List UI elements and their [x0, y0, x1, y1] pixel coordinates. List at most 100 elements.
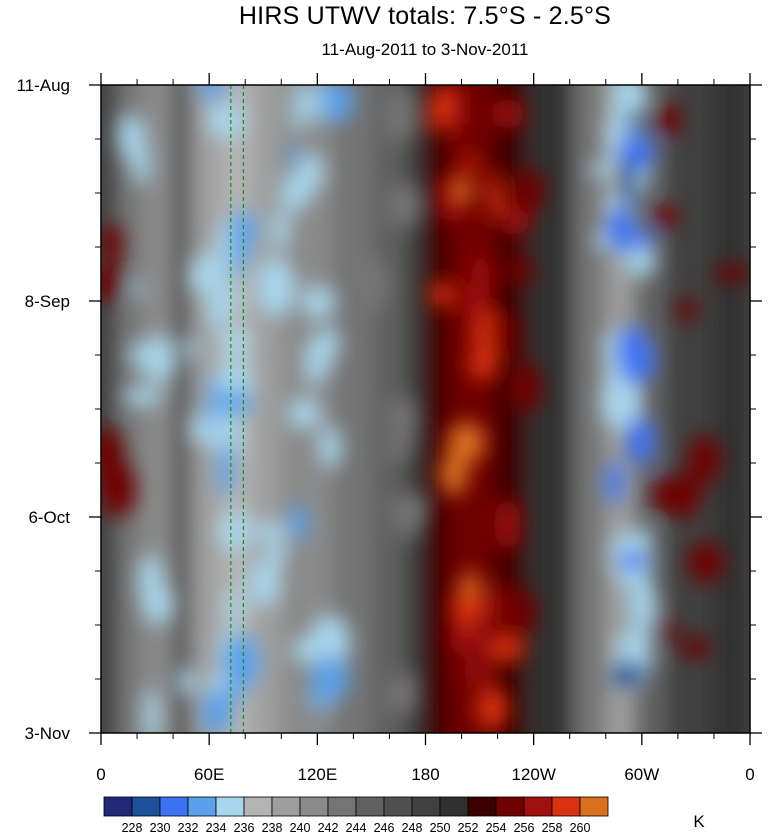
colorbar-units-label: K [693, 812, 705, 831]
field-blob [427, 91, 443, 136]
field-blob [130, 341, 144, 368]
x-tick-label: 120W [511, 765, 555, 784]
field-blob [713, 264, 750, 283]
colorbar-level-label: 248 [402, 821, 423, 834]
field-band [713, 85, 750, 733]
field-band [173, 85, 193, 733]
field-blob [449, 625, 485, 656]
field-blob [470, 251, 491, 307]
field-blob [131, 280, 144, 297]
field-blob [386, 182, 421, 229]
field-blob [318, 656, 332, 679]
field-band [101, 85, 117, 733]
x-tick-label: 0 [96, 765, 105, 784]
colorbar-level-label: 240 [290, 821, 311, 834]
field-blob [610, 661, 647, 686]
colorbar-swatch [215, 796, 245, 817]
field-blob [128, 115, 147, 173]
field-blob [651, 477, 676, 515]
field-blob [679, 636, 711, 658]
field-blob [206, 295, 228, 329]
field-anomalies [101, 85, 750, 733]
colorbar-level-label: 260 [570, 821, 591, 834]
x-tick-label: 120E [297, 765, 337, 784]
field-blob [501, 254, 534, 286]
field-blob [290, 637, 329, 663]
reference-lines [230, 85, 245, 733]
colorbar-level-label: 232 [178, 821, 199, 834]
field-blob [388, 493, 428, 523]
field-blob [630, 594, 652, 641]
field-blob [518, 591, 537, 633]
colorbar-level-label: 234 [206, 821, 227, 834]
field-blob [265, 540, 286, 567]
field-blob [229, 209, 253, 266]
contour-field [101, 85, 750, 733]
colorbar-swatch [355, 796, 385, 817]
x-tick-label: 180 [411, 765, 439, 784]
field-blob [463, 154, 478, 174]
colorbar-level-label: 246 [374, 821, 395, 834]
colorbar-swatch [551, 796, 581, 817]
colorbar-level-label: 256 [514, 821, 535, 834]
field-blob [618, 334, 655, 386]
field-blob [106, 256, 121, 290]
field-band [252, 85, 283, 733]
field-blob [655, 103, 682, 136]
field-blob [271, 208, 290, 250]
field-bands [101, 85, 750, 733]
field-blob [624, 242, 656, 278]
field-blob [197, 85, 227, 100]
colorbar-swatch [159, 796, 189, 817]
field-blob [207, 373, 220, 431]
colorbar-swatch [383, 796, 413, 817]
field-blob [460, 571, 481, 599]
field-blob [626, 414, 655, 466]
field-blob [220, 388, 252, 416]
field-blob [143, 333, 174, 384]
field-blob [471, 226, 489, 244]
colorbar-level-label: 252 [458, 821, 479, 834]
field-blob [687, 434, 722, 485]
x-tick-label: 60E [194, 765, 224, 784]
field-blob [287, 397, 321, 430]
field-blob [494, 320, 521, 348]
colorbar-swatch [495, 796, 525, 817]
field-blob [319, 425, 341, 469]
field-blob [590, 161, 614, 179]
field-blob [219, 328, 251, 356]
field-blob [289, 504, 309, 541]
field-band [421, 85, 449, 733]
field-blob [383, 444, 409, 462]
colorbar-swatch [299, 796, 329, 817]
field-band [573, 85, 607, 733]
field-blob [386, 395, 416, 442]
field-blob [101, 224, 123, 260]
colorbar-level-label: 238 [262, 821, 283, 834]
field-blob [217, 440, 234, 498]
field-blob [452, 92, 465, 146]
field-blob [101, 459, 136, 518]
field-blob [251, 521, 289, 540]
field-blob [225, 654, 239, 711]
field-blob [664, 473, 701, 518]
field-blob [496, 584, 526, 638]
colorbar-level-label: 242 [318, 821, 339, 834]
field-blob [626, 107, 641, 136]
colorbar-level-label: 230 [150, 821, 171, 834]
y-tick-label: 3-Nov [25, 724, 71, 743]
y-tick-label: 8-Sep [25, 292, 70, 311]
y-tick-label: 6-Oct [28, 508, 70, 527]
field-band [140, 85, 175, 733]
colorbar-swatch [187, 796, 217, 817]
colorbar-swatch [103, 796, 133, 817]
axes: 0 60E 120E 180 120W 60W 0 11-Aug 8-Sep 6-Oct 3-Nov [16, 73, 762, 784]
colorbar-swatch [243, 796, 273, 817]
colorbar-level-label: 228 [122, 821, 143, 834]
field-blob [654, 614, 674, 645]
field-blob [490, 98, 524, 129]
colorbar-swatch [271, 796, 301, 817]
colorbar-swatch [327, 796, 357, 817]
field-blob [675, 299, 699, 321]
